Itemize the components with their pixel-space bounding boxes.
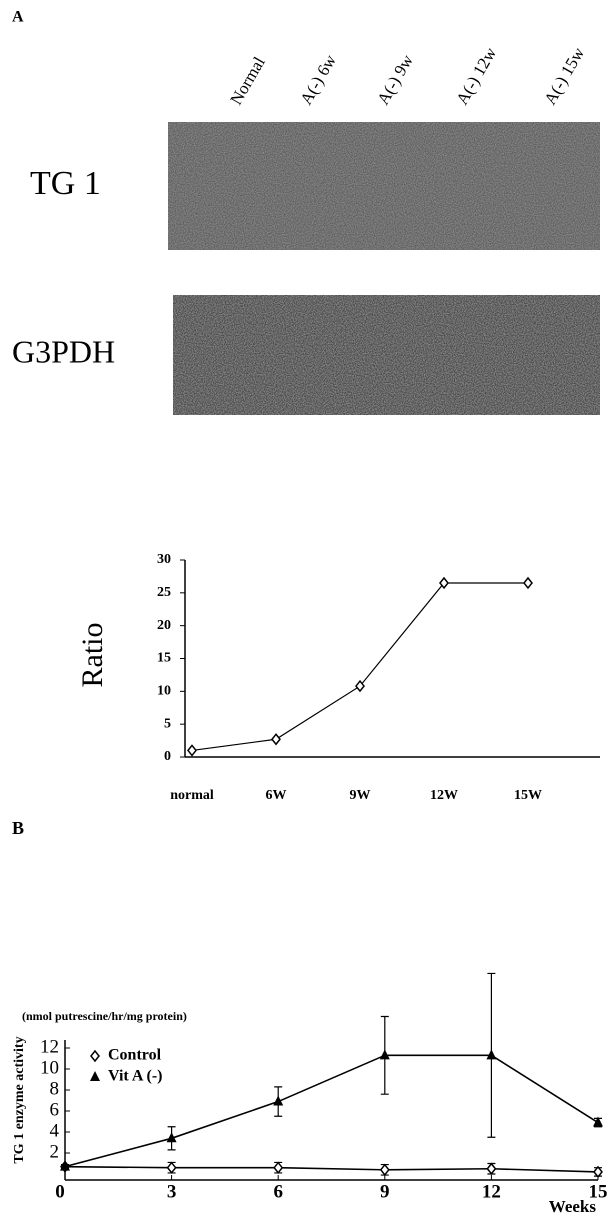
legend-label: Vit A (-) bbox=[108, 1068, 163, 1085]
x-tick-label: normal bbox=[170, 788, 214, 803]
x-tick-label: 12W bbox=[430, 788, 458, 803]
panel-label: A bbox=[12, 9, 24, 26]
y-tick-label: 10 bbox=[157, 684, 171, 699]
series-line bbox=[65, 1167, 598, 1172]
lane-label: A(-) 15w bbox=[540, 43, 588, 108]
marker bbox=[380, 1049, 390, 1059]
y-tick-label: 2 bbox=[50, 1141, 60, 1162]
x-tick-label: 9W bbox=[350, 788, 371, 803]
marker bbox=[486, 1049, 496, 1059]
y-tick-label: 20 bbox=[157, 618, 171, 633]
marker bbox=[91, 1051, 99, 1061]
marker bbox=[594, 1167, 602, 1177]
y-tick-label: 25 bbox=[157, 585, 171, 600]
blot-noise bbox=[168, 122, 600, 250]
lane-label: A(-) 6w bbox=[296, 51, 340, 108]
y-tick-label: 15 bbox=[157, 651, 171, 666]
blot-label: G3PDH bbox=[12, 333, 115, 369]
x-tick-label: 9 bbox=[380, 1181, 390, 1202]
x-tick-label: 6 bbox=[273, 1181, 283, 1202]
x-tick-label: 0 bbox=[55, 1181, 65, 1202]
marker bbox=[188, 745, 196, 755]
lane-label: Normal bbox=[226, 53, 269, 108]
y-tick-label: 10 bbox=[40, 1057, 59, 1078]
x-tick-label: 12 bbox=[482, 1181, 501, 1202]
lane-label: A(-) 9w bbox=[373, 51, 417, 108]
blot-label: TG 1 bbox=[30, 165, 101, 202]
x-tick-label: 15W bbox=[514, 788, 542, 803]
marker bbox=[524, 578, 532, 588]
lane-label: A(-) 12w bbox=[452, 43, 500, 108]
y-tick-label: 30 bbox=[157, 552, 171, 567]
marker bbox=[90, 1071, 100, 1081]
y-tick-label: 4 bbox=[50, 1120, 60, 1141]
y-tick-label: 12 bbox=[40, 1036, 59, 1057]
marker bbox=[487, 1164, 495, 1174]
figure: A TG 1 G3PDH Normal A(-) 6w A(-) 9w A(-) 12… bbox=[0, 0, 609, 1217]
y-tick-label: 8 bbox=[50, 1078, 60, 1099]
x-tick-label: 3 bbox=[167, 1181, 177, 1202]
marker bbox=[274, 1163, 282, 1173]
blot-noise bbox=[173, 295, 600, 415]
x-axis-label: Weeks bbox=[549, 1197, 597, 1216]
y-tick-label: 5 bbox=[164, 716, 171, 731]
y-axis-label: TG 1 enzyme activity bbox=[12, 1036, 27, 1163]
marker bbox=[272, 734, 280, 744]
marker bbox=[381, 1165, 389, 1175]
marker bbox=[168, 1163, 176, 1173]
y-tick-label: 6 bbox=[50, 1099, 60, 1120]
y-tick-label: 0 bbox=[164, 749, 171, 764]
x-tick-label: 6W bbox=[266, 788, 287, 803]
panel-label: B bbox=[12, 818, 24, 838]
units-label: (nmol putrescine/hr/mg protein) bbox=[22, 1009, 187, 1023]
y-axis-label: Ratio bbox=[76, 623, 109, 688]
line bbox=[192, 583, 528, 750]
legend-label: Control bbox=[108, 1047, 162, 1064]
